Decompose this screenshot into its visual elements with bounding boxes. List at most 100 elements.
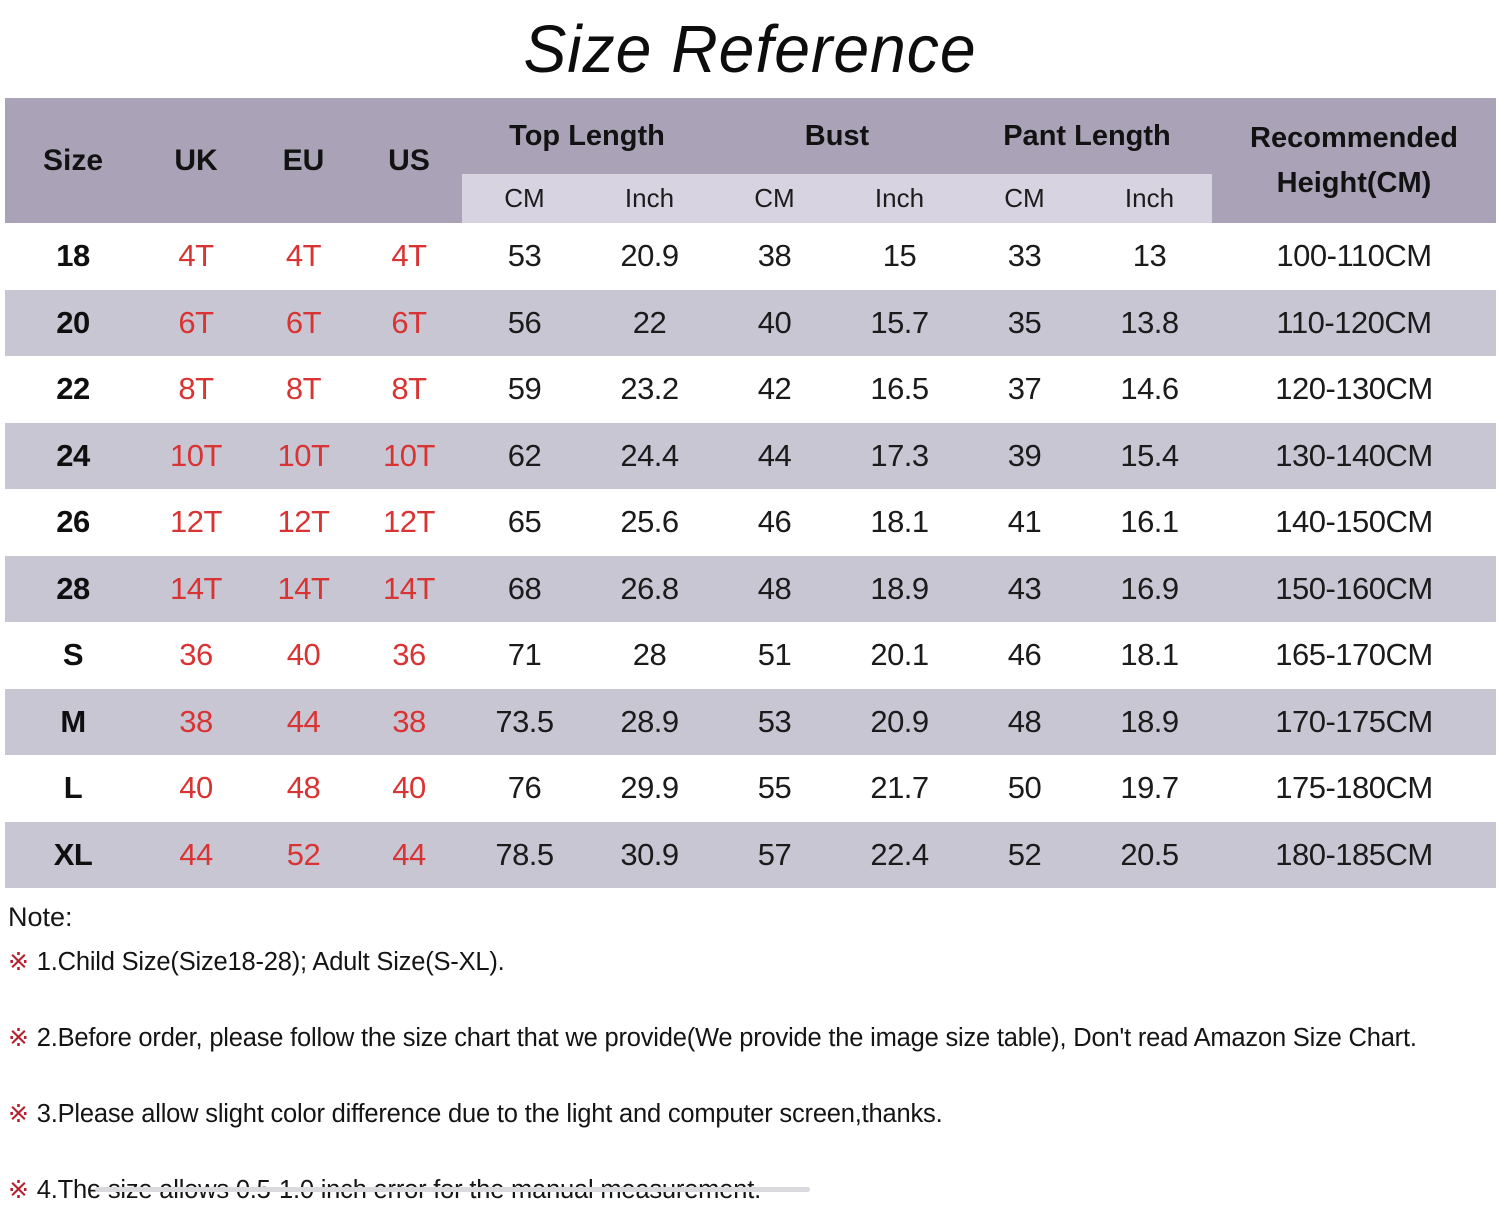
cell-uk: 6T [178,304,214,340]
note-line: ※ 2.Before order, please follow the size … [8,1023,1496,1053]
table-row: 28 14T 14T 14T 68 26.8 48 18.9 43 16.9 150-160CM [5,555,1496,622]
cell-us: 6T [391,304,427,340]
cell-size: 28 [56,570,90,606]
cell-top-inch: 24.4 [620,437,679,473]
subheader-bust-inch: Inch [837,174,962,223]
cell-pant-cm: 41 [1007,504,1042,540]
note-line: ※ 3.Please allow slight color difference … [8,1099,1496,1129]
cell-height: 120-130CM [1275,371,1433,407]
cell-pant-inch: 18.1 [1120,637,1179,673]
cell-top-cm: 65 [507,504,542,540]
cell-height: 165-170CM [1275,637,1433,673]
cell-top-inch: 28 [632,637,667,673]
table-row: 18 4T 4T 4T 53 20.9 38 15 33 13 100-110CM [5,223,1496,290]
table-body: 18 4T 4T 4T 53 20.9 38 15 33 13 100-110CM 20 6T 6T 6T 5… [5,223,1496,888]
cell-height: 130-140CM [1275,437,1433,473]
cell-bust-inch: 17.3 [870,437,929,473]
cell-pant-inch: 18.9 [1120,703,1179,739]
cell-bust-inch: 16.5 [870,371,929,407]
cell-eu: 12T [277,504,330,540]
column-header-size: Size [42,143,104,177]
cell-pant-cm: 50 [1007,770,1042,806]
cell-uk: 14T [170,570,222,606]
cell-top-cm: 71 [507,637,542,673]
cell-height: 140-150CM [1275,504,1433,540]
cell-bust-inch: 15 [882,238,917,274]
cell-bust-cm: 55 [757,770,792,806]
cell-size: 24 [56,437,90,473]
cell-uk: 44 [179,836,213,872]
cell-bust-cm: 40 [757,304,792,340]
cell-size: L [63,770,83,806]
cell-pant-inch: 13 [1132,238,1167,274]
cell-bust-inch: 20.1 [870,637,929,673]
cell-us: 12T [383,504,435,540]
subheader-bust-cm: CM [712,174,837,223]
cell-top-cm: 62 [507,437,542,473]
cell-top-cm: 73.5 [495,703,554,739]
cell-bust-inch: 22.4 [870,836,929,872]
cell-height: 150-160CM [1275,570,1433,606]
notes-section: Note: ※ 1.Child Size(Size18-28); Adult Si… [8,902,1496,1205]
cell-size: 20 [56,304,90,340]
cell-bust-cm: 51 [757,637,792,673]
cell-uk: 36 [179,637,213,673]
cell-us: 4T [391,238,427,274]
cell-pant-inch: 15.4 [1120,437,1179,473]
cell-bust-cm: 44 [757,437,792,473]
cell-pant-inch: 16.9 [1120,570,1179,606]
note-marker-icon: ※ [8,948,29,976]
column-header-pant-length: Pant Length [1003,119,1171,152]
column-header-bust: Bust [804,119,870,152]
cell-pant-cm: 43 [1007,570,1042,606]
cell-bust-inch: 20.9 [870,703,929,739]
cell-size: 22 [56,371,90,407]
cell-eu: 40 [286,637,321,673]
cell-top-inch: 22 [632,304,667,340]
cell-pant-inch: 20.5 [1120,836,1179,872]
column-header-uk: UK [174,143,218,177]
cell-pant-inch: 19.7 [1120,770,1179,806]
note-text: 2.Before order, please follow the size c… [36,1024,1417,1052]
cell-bust-cm: 48 [757,570,792,606]
cell-pant-inch: 16.1 [1120,504,1179,540]
cell-pant-cm: 39 [1007,437,1042,473]
cell-size: M [60,703,86,739]
cell-bust-cm: 38 [757,238,792,274]
cell-top-inch: 29.9 [620,770,679,806]
cell-top-cm: 53 [507,238,542,274]
cell-us: 36 [392,637,426,673]
cell-eu: 6T [285,304,322,340]
cell-eu: 52 [286,836,321,872]
table-row: XL 44 52 44 78.5 30.9 57 22.4 52 20.5 180-185CM [5,821,1496,888]
cell-pant-cm: 37 [1007,371,1042,407]
note-marker-icon: ※ [8,1176,29,1204]
cell-top-cm: 56 [507,304,542,340]
cell-pant-inch: 13.8 [1120,304,1179,340]
title-bar: Size Reference [0,0,1500,98]
cell-uk: 8T [178,371,214,407]
table-row: 22 8T 8T 8T 59 23.2 42 16.5 37 14.6 120-130CM [5,356,1496,423]
cell-eu: 8T [285,371,322,407]
cell-eu: 48 [286,770,321,806]
note-text: 3.Please allow slight color difference d… [36,1100,943,1128]
cell-top-cm: 78.5 [495,836,554,872]
note-marker-icon: ※ [8,1100,29,1128]
cell-height: 180-185CM [1275,836,1433,872]
cell-pant-cm: 48 [1007,703,1042,739]
cell-height: 175-180CM [1275,770,1433,806]
cell-top-inch: 23.2 [620,371,679,407]
page-title: Size Reference [523,11,977,87]
cell-bust-inch: 18.9 [870,570,929,606]
table-row: M 38 44 38 73.5 28.9 53 20.9 48 18.9 170-175CM [5,688,1496,755]
cell-pant-cm: 33 [1007,238,1042,274]
cell-uk: 40 [179,770,213,806]
cell-height: 170-175CM [1275,703,1433,739]
column-header-recommended-height: Recommended Height(CM) [1250,121,1458,199]
table-header: Size UK EU US Top Length Bust Pant Lengt… [5,98,1496,223]
cell-top-inch: 28.9 [620,703,679,739]
size-reference-table: Size UK EU US Top Length Bust Pant Lengt… [5,98,1496,888]
cell-uk: 4T [178,238,214,274]
table-row: L 40 48 40 76 29.9 55 21.7 50 19.7 175-180CM [5,755,1496,822]
column-header-eu: EU [282,143,325,177]
